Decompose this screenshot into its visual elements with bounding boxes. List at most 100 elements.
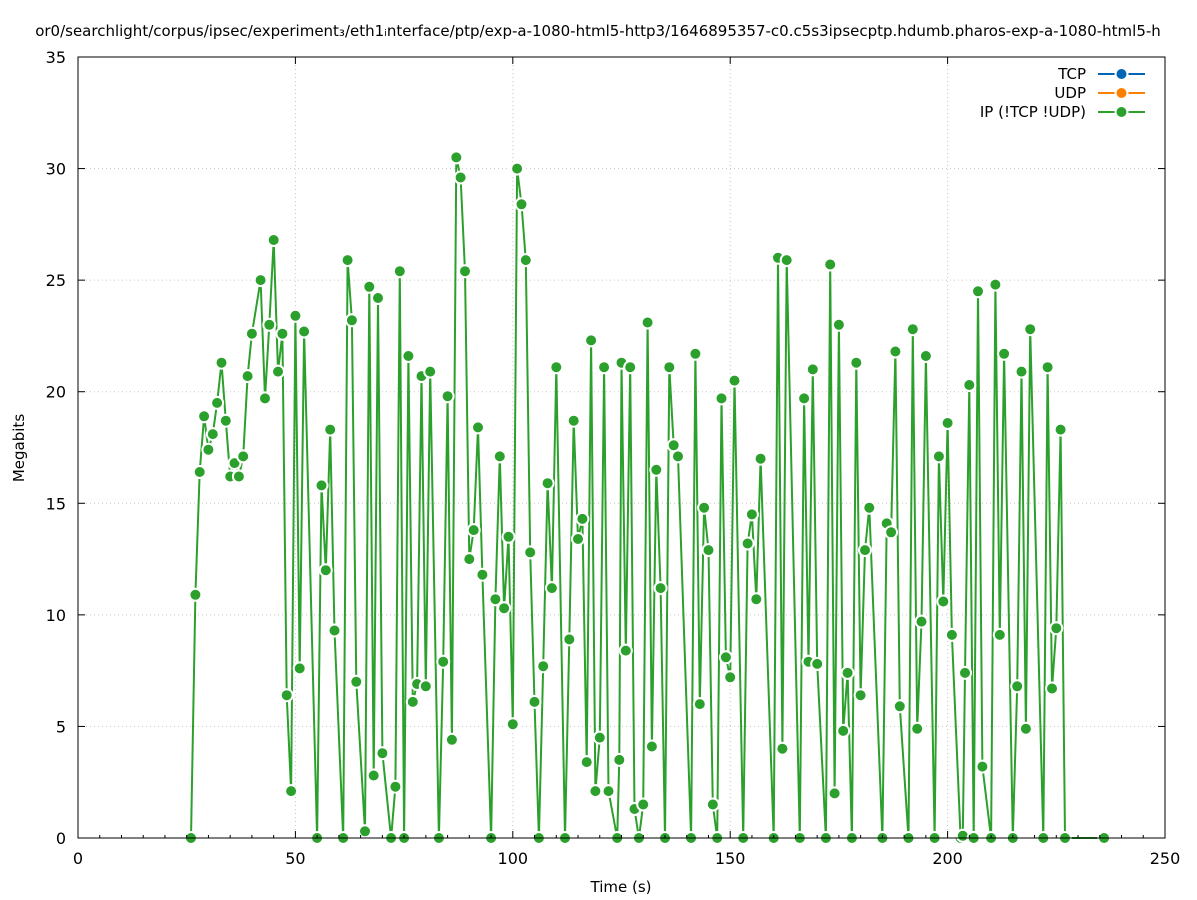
data-point <box>775 741 790 756</box>
data-point <box>284 784 299 799</box>
data-point <box>688 346 703 361</box>
data-point <box>279 688 294 703</box>
data-point <box>244 326 259 341</box>
data-point <box>749 592 764 607</box>
data-point <box>962 378 977 392</box>
data-point <box>323 422 338 437</box>
data-point <box>540 476 555 491</box>
y-tick-label: 0 <box>56 829 66 848</box>
data-point <box>518 253 533 268</box>
data-point <box>779 253 794 268</box>
data-point <box>914 614 929 629</box>
data-point <box>905 322 920 337</box>
data-point <box>601 784 616 799</box>
data-point <box>753 451 768 466</box>
data-point <box>210 395 225 410</box>
data-point <box>849 355 864 370</box>
data-point <box>401 349 416 363</box>
y-tick-label: 5 <box>56 717 66 736</box>
data-point <box>266 233 281 247</box>
data-point <box>892 699 907 714</box>
data-point <box>514 197 529 212</box>
data-point <box>1018 721 1033 736</box>
data-point <box>288 308 303 323</box>
data-point <box>740 536 755 551</box>
data-point <box>236 449 251 464</box>
data-point <box>944 627 959 642</box>
data-point <box>805 362 820 377</box>
data-point <box>958 665 972 680</box>
legend-label: TCP <box>1057 65 1086 83</box>
data-point <box>584 333 599 348</box>
data-point <box>697 500 712 515</box>
data-point <box>566 413 581 428</box>
data-point <box>536 659 551 674</box>
data-point <box>636 797 651 812</box>
data-point <box>840 665 855 680</box>
data-point <box>505 717 520 732</box>
data-point <box>623 360 638 375</box>
data-point <box>644 739 659 754</box>
data-point <box>701 543 716 558</box>
data-point <box>214 355 229 370</box>
data-point <box>340 253 355 268</box>
data-point <box>188 587 203 602</box>
data-point <box>797 391 812 406</box>
legend-swatch-marker <box>1114 105 1129 119</box>
data-point <box>997 346 1012 361</box>
data-point <box>349 674 364 689</box>
data-point <box>853 688 868 703</box>
data-point <box>436 654 451 669</box>
data-point <box>510 161 525 176</box>
data-point <box>375 746 390 761</box>
data-point <box>549 360 564 375</box>
data-point <box>718 650 733 665</box>
data-point <box>649 462 664 477</box>
data-point <box>253 273 268 288</box>
data-point <box>344 313 359 328</box>
data-point <box>271 364 285 379</box>
data-point <box>458 264 472 279</box>
data-point <box>318 563 333 578</box>
data-point <box>975 759 990 774</box>
data-point <box>466 523 481 538</box>
data-point <box>612 752 627 767</box>
series-line <box>190 156 1105 839</box>
data-point <box>918 349 933 363</box>
data-point <box>358 824 372 839</box>
data-point <box>579 755 594 770</box>
data-point <box>240 369 255 384</box>
series-2 <box>184 150 1112 845</box>
data-point <box>292 661 307 676</box>
data-point <box>475 567 490 582</box>
x-tick-label: 250 <box>1150 849 1181 868</box>
data-point <box>653 581 668 596</box>
data-point <box>562 632 577 647</box>
data-point <box>888 344 903 359</box>
data-point <box>258 391 272 406</box>
data-point <box>714 391 729 406</box>
data-point <box>692 697 707 712</box>
y-tick-label: 10 <box>46 606 66 625</box>
legend-swatch-marker <box>1114 86 1129 100</box>
data-point <box>831 317 846 332</box>
data-point <box>671 449 685 464</box>
data-point <box>392 264 407 279</box>
data-point <box>231 469 246 484</box>
legend-swatch-marker <box>1114 67 1129 81</box>
legend-label: UDP <box>1054 84 1086 102</box>
data-point <box>440 389 455 404</box>
data-point <box>862 500 877 515</box>
x-tick-label: 100 <box>498 849 529 868</box>
data-point <box>275 326 290 341</box>
data-point <box>705 797 720 812</box>
data-point <box>1040 360 1055 375</box>
chart-title: or0/searchlight/corpus/ipsec/experiment₃… <box>35 22 1161 40</box>
data-point <box>362 279 377 294</box>
data-point <box>423 364 438 379</box>
y-tick-label: 15 <box>46 494 66 513</box>
data-point <box>931 449 946 464</box>
data-point <box>205 427 220 442</box>
